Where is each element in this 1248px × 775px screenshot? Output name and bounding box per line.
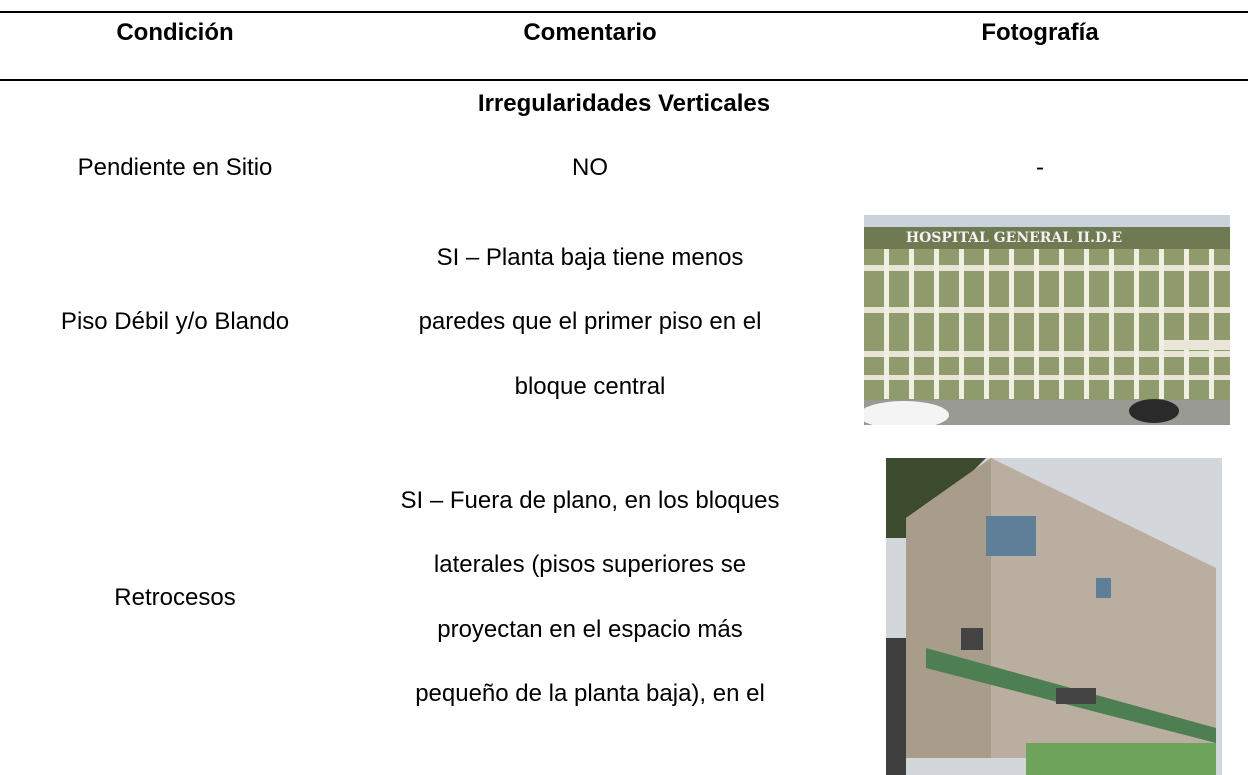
- photo-sign: HOSPITAL GENERAL II.D.E: [906, 230, 1122, 246]
- photo-hospital: HOSPITAL GENERAL II.D.E: [864, 215, 1230, 425]
- section-title: Irregularidades Verticales: [477, 90, 771, 117]
- header: Condición: [116, 19, 234, 46]
- header-rule: [0, 79, 1248, 81]
- photo-placeholder: -: [1036, 154, 1044, 181]
- comment: proyectan en el espacio más: [437, 616, 743, 643]
- comment: SI – Fuera de plano, en los bloques: [400, 487, 780, 514]
- header: Comentario: [523, 19, 657, 46]
- top-rule: [0, 11, 1248, 13]
- comment: SI – Planta baja tiene menos: [436, 244, 744, 271]
- photo-building: [886, 458, 1222, 775]
- comment: NO: [572, 154, 608, 181]
- header: Fotografía: [981, 19, 1099, 46]
- condition: Piso Débil y/o Blando: [60, 308, 290, 335]
- comment: paredes que el primer piso en el: [418, 308, 762, 335]
- condition: Pendiente en Sitio: [77, 154, 273, 181]
- condition: Retrocesos: [114, 584, 236, 611]
- comment: pequeño de la planta baja), en el: [415, 680, 765, 707]
- comment: bloque central: [514, 373, 666, 400]
- comment: laterales (pisos superiores se: [433, 551, 747, 578]
